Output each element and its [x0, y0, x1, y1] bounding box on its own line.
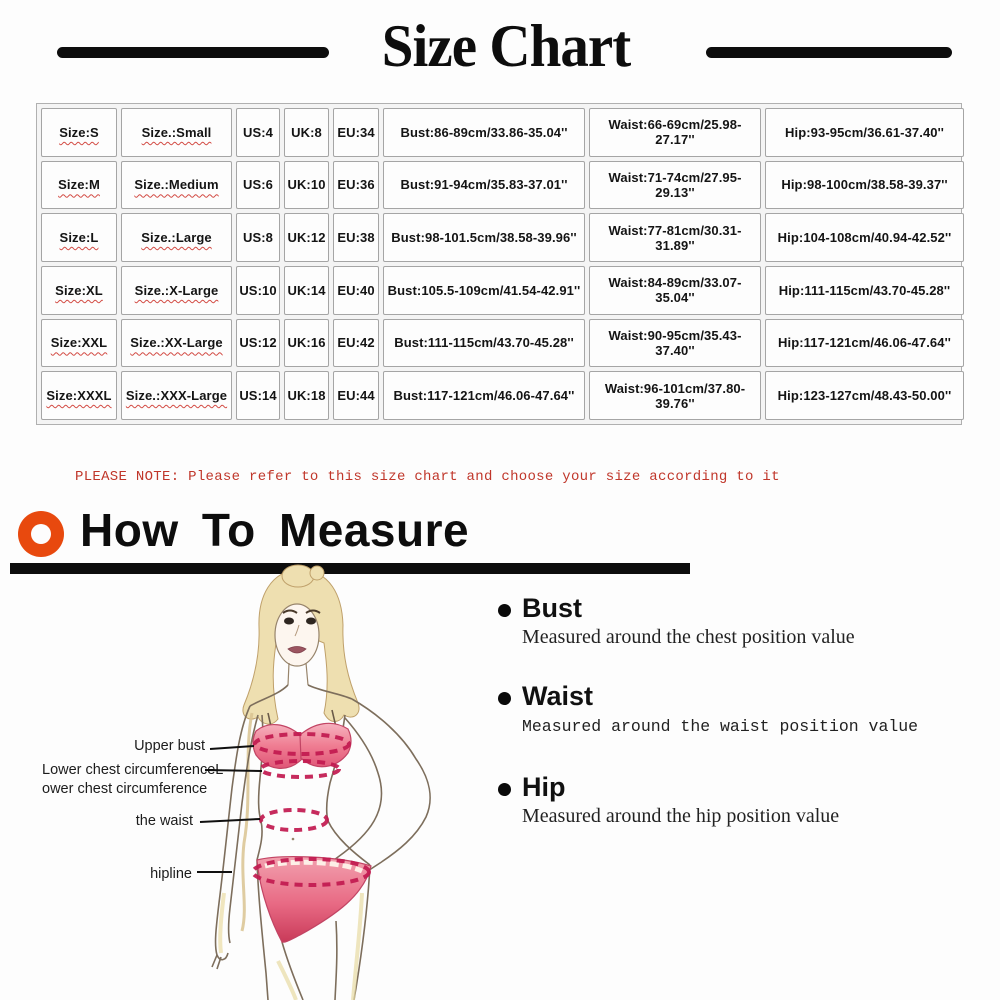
size-table: Size:S Size.:Small US:4 UK:8 EU:34 Bust:86-89…: [36, 103, 964, 425]
size-cell-r4c3: UK:16: [284, 318, 329, 368]
measure-item-bust: Bust Measured around the chest position …: [498, 593, 855, 649]
size-cell-r3c5: Bust:105.5-109cm/41.54-42.91'': [383, 266, 585, 315]
measure-item-waist: Waist Measured around the waist position…: [498, 681, 918, 736]
measure-item-hip: Hip Measured around the hip position val…: [498, 772, 839, 828]
size-cell-r5c7: Hip:123-127cm/48.43-50.00'': [765, 371, 964, 420]
size-cell-r2c0: Size:L: [41, 213, 117, 262]
size-cell-r4c7: Hip:117-121cm/46.06-47.64'': [765, 318, 964, 368]
bullet-dot-icon: [498, 783, 511, 796]
size-cell-r0c3: UK:8: [284, 108, 329, 157]
figure-label-lower-chest: Lower chest circumferenceL ower chest ci…: [42, 762, 224, 797]
size-cell-r0c1: Size.:Small: [121, 108, 232, 157]
bullet-dot-icon: [498, 692, 511, 705]
size-cell-r2c3: UK:12: [284, 213, 329, 262]
how-to-measure-title: How To Measure: [80, 504, 470, 556]
title-rule-left: [57, 47, 329, 58]
size-cell-r1c6: Waist:71-74cm/27.95-29.13'': [589, 160, 761, 210]
size-cell-r5c2: US:14: [236, 371, 280, 420]
size-cell-r2c7: Hip:104-108cm/40.94-42.52'': [765, 213, 964, 262]
measurement-figure-illustration: [197, 564, 431, 1000]
size-cell-r3c0: Size:XL: [41, 266, 117, 315]
size-cell-r4c6: Waist:90-95cm/35.43-37.40'': [589, 318, 761, 368]
size-cell-r4c5: Bust:111-115cm/43.70-45.28'': [383, 318, 585, 368]
note-text: PLEASE NOTE: Please refer to this size c…: [75, 469, 780, 485]
size-cell-r0c2: US:4: [236, 108, 280, 157]
size-cell-r1c0: Size:M: [41, 160, 117, 210]
size-cell-r5c4: EU:44: [333, 371, 379, 420]
figure-label-upper-bust: Upper bust: [134, 738, 205, 754]
size-cell-r0c7: Hip:93-95cm/36.61-37.40'': [765, 108, 964, 157]
measure-description: Measured around the hip position value: [522, 805, 840, 827]
size-cell-r0c6: Waist:66-69cm/25.98-27.17'': [589, 108, 761, 157]
size-cell-r1c2: US:6: [236, 160, 280, 210]
size-cell-r1c3: UK:10: [284, 160, 329, 210]
figure-label-the-waist: the waist: [135, 813, 193, 829]
measure-description: Measured around the chest position value: [522, 626, 855, 648]
size-cell-r5c0: Size:XXXL: [41, 371, 117, 420]
size-cell-r0c4: EU:34: [333, 108, 379, 157]
size-cell-r3c4: EU:40: [333, 266, 379, 315]
page-title: Size Chart: [381, 13, 631, 79]
bullet-dot-icon: [498, 604, 511, 617]
size-cell-r3c3: UK:14: [284, 266, 329, 315]
size-cell-r2c6: Waist:77-81cm/30.31-31.89'': [589, 213, 761, 262]
size-cell-r5c1: Size.:XXX-Large: [121, 371, 232, 420]
title-rule-right: [706, 47, 952, 58]
bullseye-icon: [18, 511, 64, 557]
measure-label: Bust: [522, 593, 582, 623]
size-cell-r3c1: Size.:X-Large: [121, 266, 232, 315]
size-cell-r2c5: Bust:98-101.5cm/38.58-39.96'': [383, 213, 585, 262]
measure-description: Measured around the waist position value: [522, 717, 919, 736]
size-cell-r1c4: EU:36: [333, 160, 379, 210]
size-cell-r0c5: Bust:86-89cm/33.86-35.04'': [383, 108, 585, 157]
size-cell-r5c6: Waist:96-101cm/37.80-39.76'': [589, 371, 761, 420]
size-cell-r1c7: Hip:98-100cm/38.58-39.37'': [765, 160, 964, 210]
size-cell-r2c2: US:8: [236, 213, 280, 262]
size-cell-r3c7: Hip:111-115cm/43.70-45.28'': [765, 266, 964, 315]
size-cell-r4c4: EU:42: [333, 318, 379, 368]
size-cell-r4c1: Size.:XX-Large: [121, 318, 232, 368]
measure-label: Hip: [522, 772, 566, 802]
size-cell-r1c5: Bust:91-94cm/35.83-37.01'': [383, 160, 585, 210]
size-cell-r5c3: UK:18: [284, 371, 329, 420]
size-cell-r2c4: EU:38: [333, 213, 379, 262]
heading-underline: [10, 563, 690, 574]
size-cell-r2c1: Size.:Large: [121, 213, 232, 262]
size-cell-r0c0: Size:S: [41, 108, 117, 157]
size-cell-r5c5: Bust:117-121cm/46.06-47.64'': [383, 371, 585, 420]
size-cell-r3c6: Waist:84-89cm/33.07-35.04'': [589, 266, 761, 315]
figure-label-hipline: hipline: [150, 866, 192, 882]
measure-label: Waist: [522, 681, 594, 711]
size-cell-r1c1: Size.:Medium: [121, 160, 232, 210]
label-pointer-lines: [197, 745, 263, 873]
size-cell-r4c2: US:12: [236, 318, 280, 368]
size-cell-r4c0: Size:XXL: [41, 318, 117, 368]
size-cell-r3c2: US:10: [236, 266, 280, 315]
